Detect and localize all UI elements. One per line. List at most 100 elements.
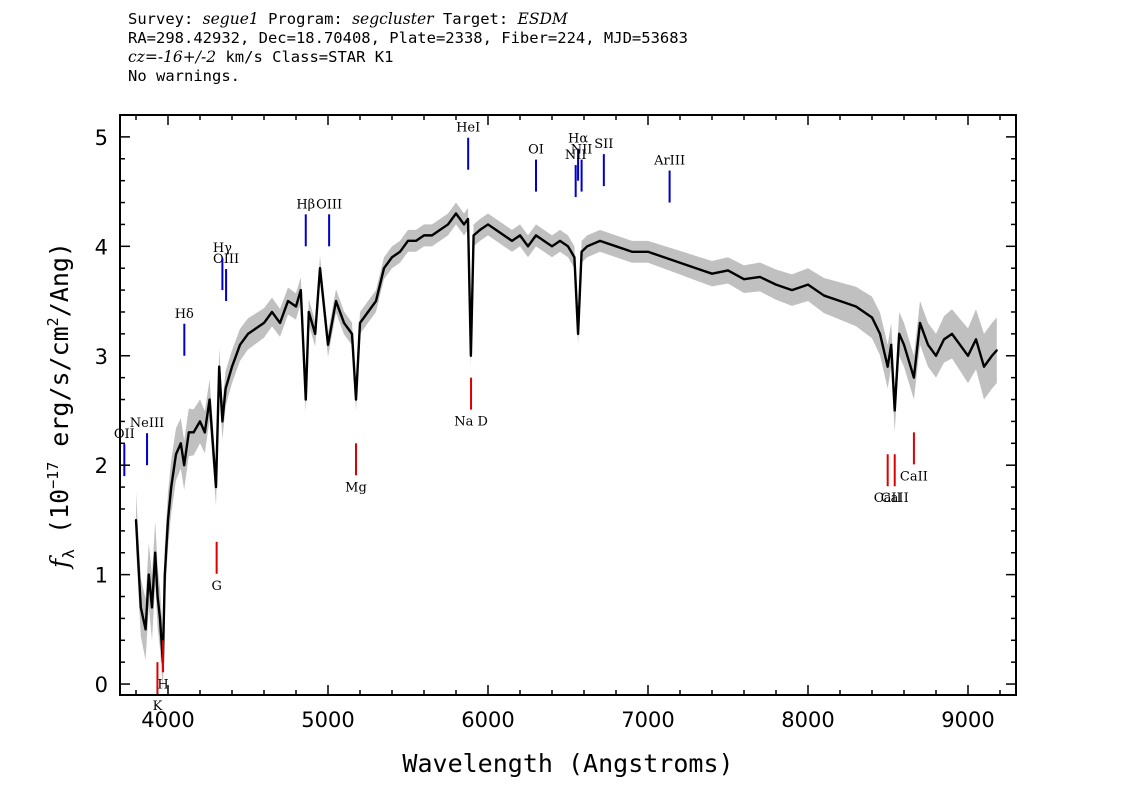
header-line-2: RA=298.42932, Dec=18.70408, Plate=2338, …	[128, 29, 688, 47]
y-title-close: /Ang)	[45, 242, 74, 317]
y-title-sub: λ	[59, 549, 78, 559]
flux-point	[487, 223, 489, 226]
emission-line-label: Hα	[568, 132, 588, 147]
flux-point	[551, 245, 553, 248]
flux-point	[255, 327, 257, 330]
flux-point	[359, 321, 361, 324]
flux-point	[503, 234, 505, 237]
flux-point	[695, 267, 697, 270]
emission-line-label: NII	[571, 143, 593, 158]
emission-line-label: OI	[528, 143, 544, 158]
x-tick-label: 5000	[301, 708, 354, 732]
redshift-units: km/s	[225, 48, 263, 66]
absorption-line-label: H	[157, 677, 168, 692]
program-value: segcluster	[352, 10, 434, 28]
emission-line-label: OII	[114, 427, 135, 442]
x-tick-label: 4000	[141, 708, 194, 732]
x-axis-title: Wavelength (Angstroms)	[402, 749, 733, 778]
flux-point	[287, 300, 289, 303]
flux-point	[375, 300, 377, 303]
flux-point	[192, 431, 195, 434]
flux-point	[935, 354, 937, 357]
flux-point	[991, 354, 993, 357]
target-label: Target:	[442, 10, 509, 28]
emission-line-label: NeIII	[130, 416, 164, 431]
y-tick-label: 4	[95, 235, 108, 259]
flux-point	[299, 289, 302, 292]
flux-point	[399, 250, 401, 253]
flux-point	[343, 321, 345, 324]
flux-point	[995, 349, 998, 352]
y-tick-label: 2	[95, 454, 108, 478]
flux-point	[615, 245, 617, 248]
tick-labels: 4000 5000 6000 7000 8000 9000 0 1 2 3 4 5	[95, 126, 995, 732]
flux-point	[208, 398, 211, 401]
flux-point	[154, 551, 157, 554]
flux-point	[423, 234, 425, 237]
flux-point	[231, 365, 233, 368]
x-tick-label: 7000	[621, 708, 674, 732]
flux-point	[663, 256, 665, 259]
flux-point	[527, 245, 529, 248]
flux-point	[823, 294, 825, 297]
flux-point	[263, 321, 265, 324]
flux-point	[455, 212, 457, 215]
emission-line-label: ArIII	[653, 154, 685, 169]
flux-point	[215, 486, 217, 489]
emission-line-label: Hδ	[175, 307, 194, 322]
emission-line-label: Hγ	[213, 241, 232, 256]
emission-line-label: OIII	[213, 252, 239, 267]
flux-point	[886, 365, 889, 368]
flux-point	[871, 316, 873, 319]
flux-point	[383, 267, 385, 270]
emission-line-label: NII	[565, 148, 587, 163]
error-band	[136, 202, 997, 692]
flux-point	[791, 289, 793, 292]
flux-point	[367, 310, 369, 313]
target-value: ESDM	[517, 10, 568, 28]
flux-point	[519, 234, 521, 237]
flux-point	[199, 420, 201, 423]
flux-point	[135, 518, 137, 521]
flux-point	[567, 245, 569, 248]
program-label: Program:	[268, 10, 343, 28]
flux-point	[879, 332, 881, 335]
flux-point	[156, 595, 159, 598]
x-tick-label: 9000	[941, 708, 994, 732]
flux-point	[247, 332, 249, 335]
flux-point	[727, 269, 729, 272]
x-tick-label: 8000	[781, 708, 834, 732]
flux-point	[139, 606, 142, 609]
flux-point	[151, 606, 153, 609]
class-text: Class=STAR K1	[272, 48, 394, 66]
error-band-area	[136, 202, 997, 692]
absorption-line-label: G	[211, 579, 221, 594]
header-line-4: No warnings.	[128, 67, 240, 85]
flux-point	[159, 617, 161, 620]
flux-point	[463, 223, 465, 226]
flux-point	[573, 256, 576, 259]
flux-point	[577, 332, 580, 335]
y-axis-title: fλ (10−17 erg/s/cm2/Ang)	[44, 242, 78, 570]
y-tick-label: 3	[95, 345, 108, 369]
flux-point	[167, 518, 169, 521]
x-tick-label: 6000	[461, 708, 514, 732]
flux-point	[391, 256, 393, 259]
axis-ticks	[120, 115, 1016, 695]
flux-point	[472, 234, 475, 237]
flux-point	[903, 343, 905, 346]
flux-point	[307, 310, 310, 313]
flux-point	[927, 343, 929, 346]
flux-point	[543, 239, 545, 242]
flux-point	[479, 228, 481, 231]
plot-frame	[119, 114, 1017, 696]
flux-point	[535, 234, 537, 237]
flux-point	[439, 228, 441, 231]
y-title-exp2: 2	[44, 317, 62, 326]
flux-point	[170, 486, 173, 489]
flux-point	[415, 239, 417, 242]
flux-point	[559, 239, 561, 242]
flux-point	[975, 338, 977, 341]
flux-point	[580, 250, 583, 253]
flux-point	[807, 283, 809, 286]
